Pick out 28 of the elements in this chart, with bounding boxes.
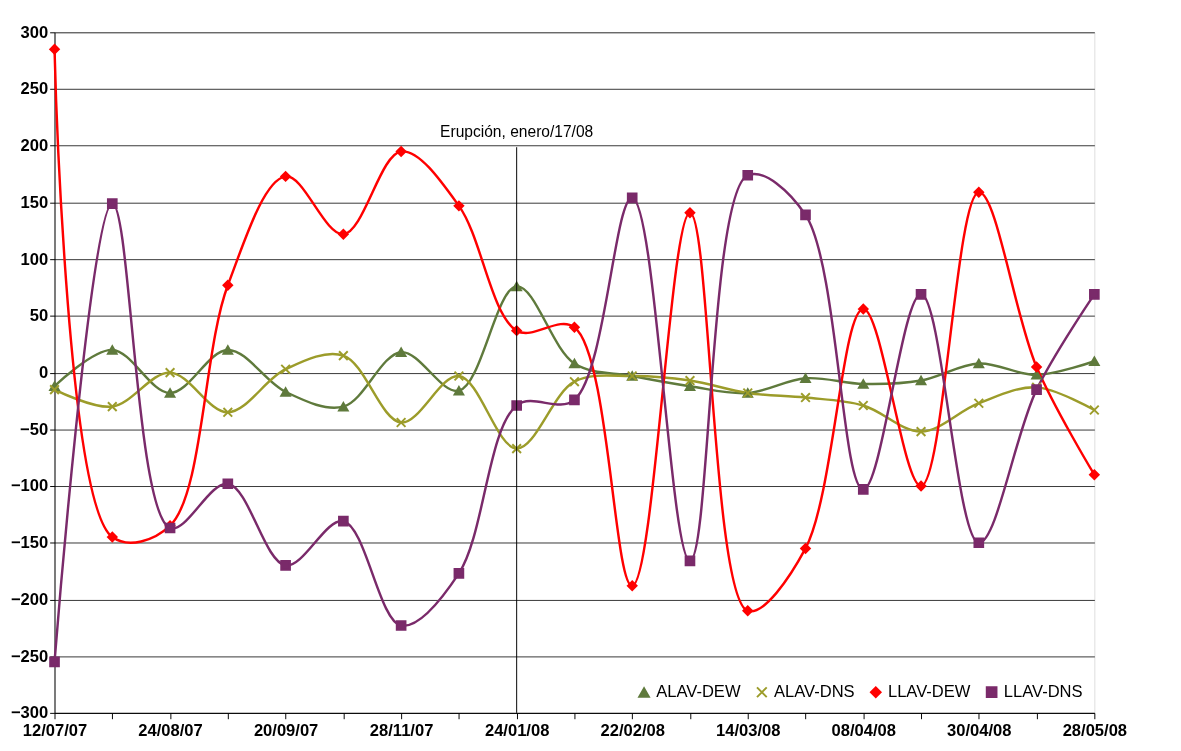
y-tick-label: 250: [20, 79, 49, 99]
x-tick-label: 20/09/07: [253, 720, 319, 740]
y-tick-label: −100: [10, 476, 49, 496]
x-tick-label: 08/04/08: [831, 720, 896, 740]
x-tick-label: 24/01/08: [484, 720, 550, 740]
x-tick-label: 24/08/07: [138, 720, 203, 740]
y-tick-label: 150: [20, 192, 49, 212]
legend-label: ALAV-DEW: [656, 682, 741, 702]
x-tick-label: 28/05/08: [1062, 720, 1128, 740]
y-tick-label: 200: [20, 136, 49, 156]
y-tick-label: 300: [20, 22, 49, 42]
y-tick-label: −200: [10, 589, 49, 609]
x-tick-label: 12/07/07: [22, 720, 88, 740]
legend-label: LLAV-DNS: [1003, 682, 1083, 702]
y-tick-label: −300: [10, 703, 49, 723]
ref-line-label: Erupción, enero/17/08: [440, 122, 594, 140]
legend-label: LLAV-DEW: [887, 682, 971, 702]
x-tick-label: 22/02/08: [600, 720, 665, 740]
legend-label: ALAV-DNS: [774, 682, 855, 702]
x-tick-label: 14/03/08: [716, 720, 781, 740]
x-tick-label: 28/11/07: [369, 720, 434, 740]
y-tick-label: −250: [10, 646, 49, 666]
y-tick-label: −150: [10, 533, 49, 553]
y-tick-label: 50: [29, 306, 49, 326]
y-tick-label: −50: [20, 419, 49, 439]
x-tick-label: 30/04/08: [947, 720, 1012, 740]
y-tick-label: 100: [20, 249, 49, 269]
y-tick-label: 0: [38, 362, 49, 382]
